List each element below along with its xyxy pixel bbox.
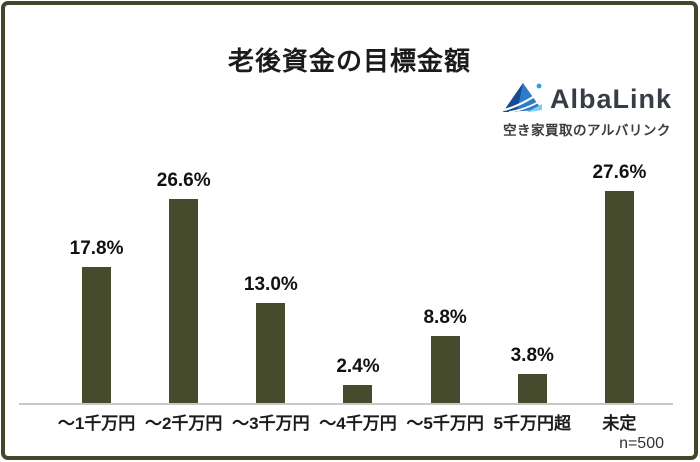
value-label: 17.8% (69, 237, 124, 259)
bar-column: 27.6% (576, 151, 663, 403)
x-axis-line (19, 403, 673, 405)
category-label: 未定 (602, 414, 637, 433)
bar (517, 373, 547, 403)
value-label: 2.4% (336, 355, 380, 377)
bar-column: 13.0% (227, 151, 314, 403)
category-label: ～1千万円 (57, 414, 136, 433)
category-label: ～4千万円 (319, 414, 397, 433)
sample-size-label: n=500 (619, 435, 664, 452)
value-label: 26.6% (156, 170, 211, 192)
category-label: ～2千万円 (144, 414, 223, 433)
albalink-tagline: 空き家買取のアルバリンク (503, 123, 671, 138)
value-label: 3.8% (510, 344, 554, 366)
bar (430, 335, 460, 403)
albalink-logo: AlbaLink 空き家買取のアルバリンク (492, 81, 682, 139)
category-label: 5千万円超 (493, 414, 571, 433)
category-label: ～5千万円 (406, 414, 484, 433)
bar (82, 266, 112, 403)
bar-column: 17.8% (53, 151, 140, 403)
value-label: 8.8% (423, 306, 467, 328)
value-label: 13.0% (243, 274, 298, 296)
bar-column: 3.8% (489, 151, 576, 403)
bar (169, 199, 199, 403)
bar-column: 26.6% (140, 151, 227, 403)
bar (343, 384, 373, 403)
chart-title: 老後資金の目標金額 (227, 46, 471, 76)
albalink-mountain-icon (502, 81, 544, 117)
bar (604, 191, 634, 403)
bar-chart: 17.8% 26.6% 13.0% 2.4% 8.8% 3.8% 27.6% (53, 151, 663, 403)
category-axis: ～1千万円 ～2千万円 ～3千万円 ～4千万円 ～5千万円 5千万円超 未定 (53, 409, 663, 434)
category-label: ～3千万円 (232, 414, 310, 433)
albalink-wordmark: AlbaLink (549, 83, 672, 114)
value-label: 27.6% (592, 162, 647, 184)
bar-column: 8.8% (402, 151, 489, 403)
bar (256, 303, 286, 403)
bar-column: 2.4% (314, 151, 401, 403)
